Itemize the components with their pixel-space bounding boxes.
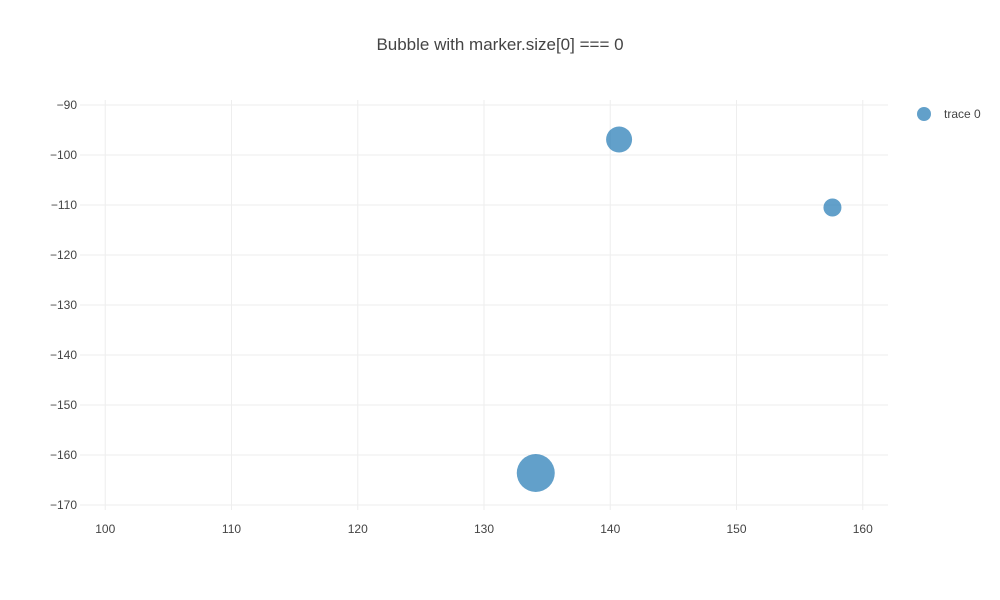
x-tick-label: 130	[474, 522, 494, 536]
x-tick-label: 140	[600, 522, 620, 536]
y-tick-label: −110	[51, 198, 77, 212]
legend-label-trace-0[interactable]: trace 0	[944, 107, 981, 121]
y-tick-label: −160	[50, 448, 77, 462]
x-tick-label: 120	[348, 522, 368, 536]
y-tick-label: −100	[50, 148, 77, 162]
horizontal-gridlines	[80, 104, 888, 506]
y-axis-tick-labels: −90 −100 −110 −120 −130 −140 −150 −160 −170	[50, 98, 77, 512]
bubble-point[interactable]	[823, 198, 842, 217]
x-tick-label: 100	[95, 522, 115, 536]
y-tick-label: −140	[50, 348, 77, 362]
x-axis-tick-labels: 100 110 120 130 140 150 160	[95, 522, 873, 536]
y-tick-label: −130	[50, 298, 77, 312]
x-tick-label: 160	[853, 522, 873, 536]
x-tick-label: 110	[222, 522, 241, 536]
x-tick-label: 150	[726, 522, 746, 536]
chart-title: Bubble with marker.size[0] === 0	[376, 35, 623, 54]
bubble-point[interactable]	[516, 454, 555, 492]
y-tick-label: −120	[50, 248, 77, 262]
bubble-points	[516, 126, 842, 492]
legend-marker-trace-0[interactable]	[917, 107, 931, 121]
y-tick-label: −150	[50, 398, 77, 412]
legend[interactable]: trace 0	[917, 107, 981, 121]
y-tick-label: −90	[57, 98, 78, 112]
y-tick-label: −170	[50, 498, 77, 512]
bubble-point[interactable]	[606, 126, 633, 153]
